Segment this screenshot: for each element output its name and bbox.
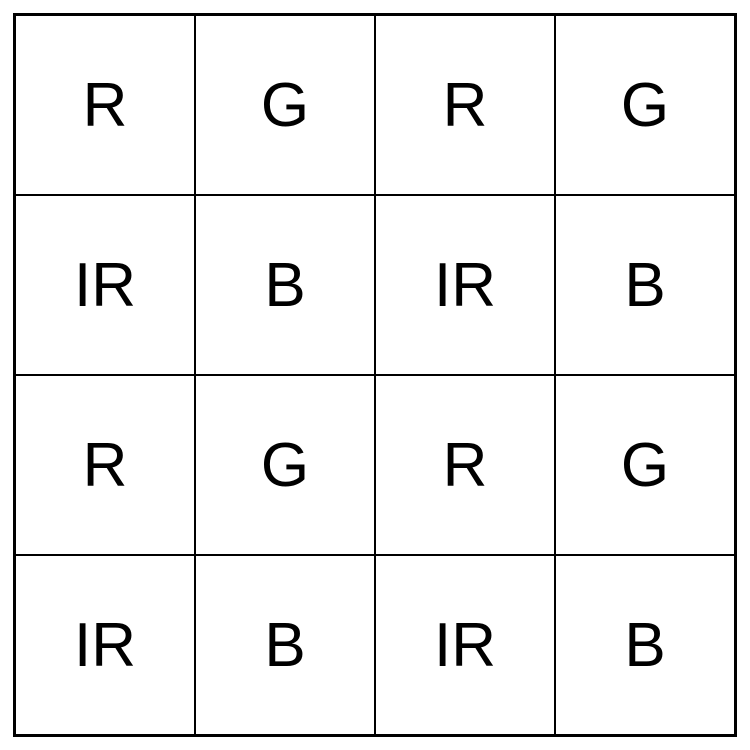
cell-label: R xyxy=(443,430,488,501)
grid-cell: IR xyxy=(15,555,195,735)
cell-label: B xyxy=(264,610,305,681)
grid-cell: B xyxy=(195,555,375,735)
cell-label: B xyxy=(624,250,665,321)
grid-cell: IR xyxy=(375,195,555,375)
grid-cell: G xyxy=(195,15,375,195)
grid-cell: IR xyxy=(15,195,195,375)
grid-cell: R xyxy=(15,15,195,195)
cell-label: G xyxy=(621,430,669,501)
cell-label: G xyxy=(621,70,669,141)
grid-cell: G xyxy=(555,15,735,195)
cell-label: G xyxy=(261,430,309,501)
grid-cell: R xyxy=(15,375,195,555)
cell-label: IR xyxy=(434,610,496,681)
grid-cell: B xyxy=(555,555,735,735)
cell-label: G xyxy=(261,70,309,141)
cell-label: R xyxy=(443,70,488,141)
grid-cell: B xyxy=(555,195,735,375)
cell-label: IR xyxy=(434,250,496,321)
grid-cell: R xyxy=(375,15,555,195)
cell-label: B xyxy=(624,610,665,681)
grid-cell: G xyxy=(555,375,735,555)
grid-cell: B xyxy=(195,195,375,375)
cell-label: B xyxy=(264,250,305,321)
grid-cell: G xyxy=(195,375,375,555)
grid-cell: IR xyxy=(375,555,555,735)
filter-array-grid: R G R G IR B IR B R G R G IR B IR B xyxy=(13,13,737,737)
cell-label: IR xyxy=(74,250,136,321)
cell-label: R xyxy=(83,70,128,141)
cell-label: R xyxy=(83,430,128,501)
grid-cell: R xyxy=(375,375,555,555)
cell-label: IR xyxy=(74,610,136,681)
